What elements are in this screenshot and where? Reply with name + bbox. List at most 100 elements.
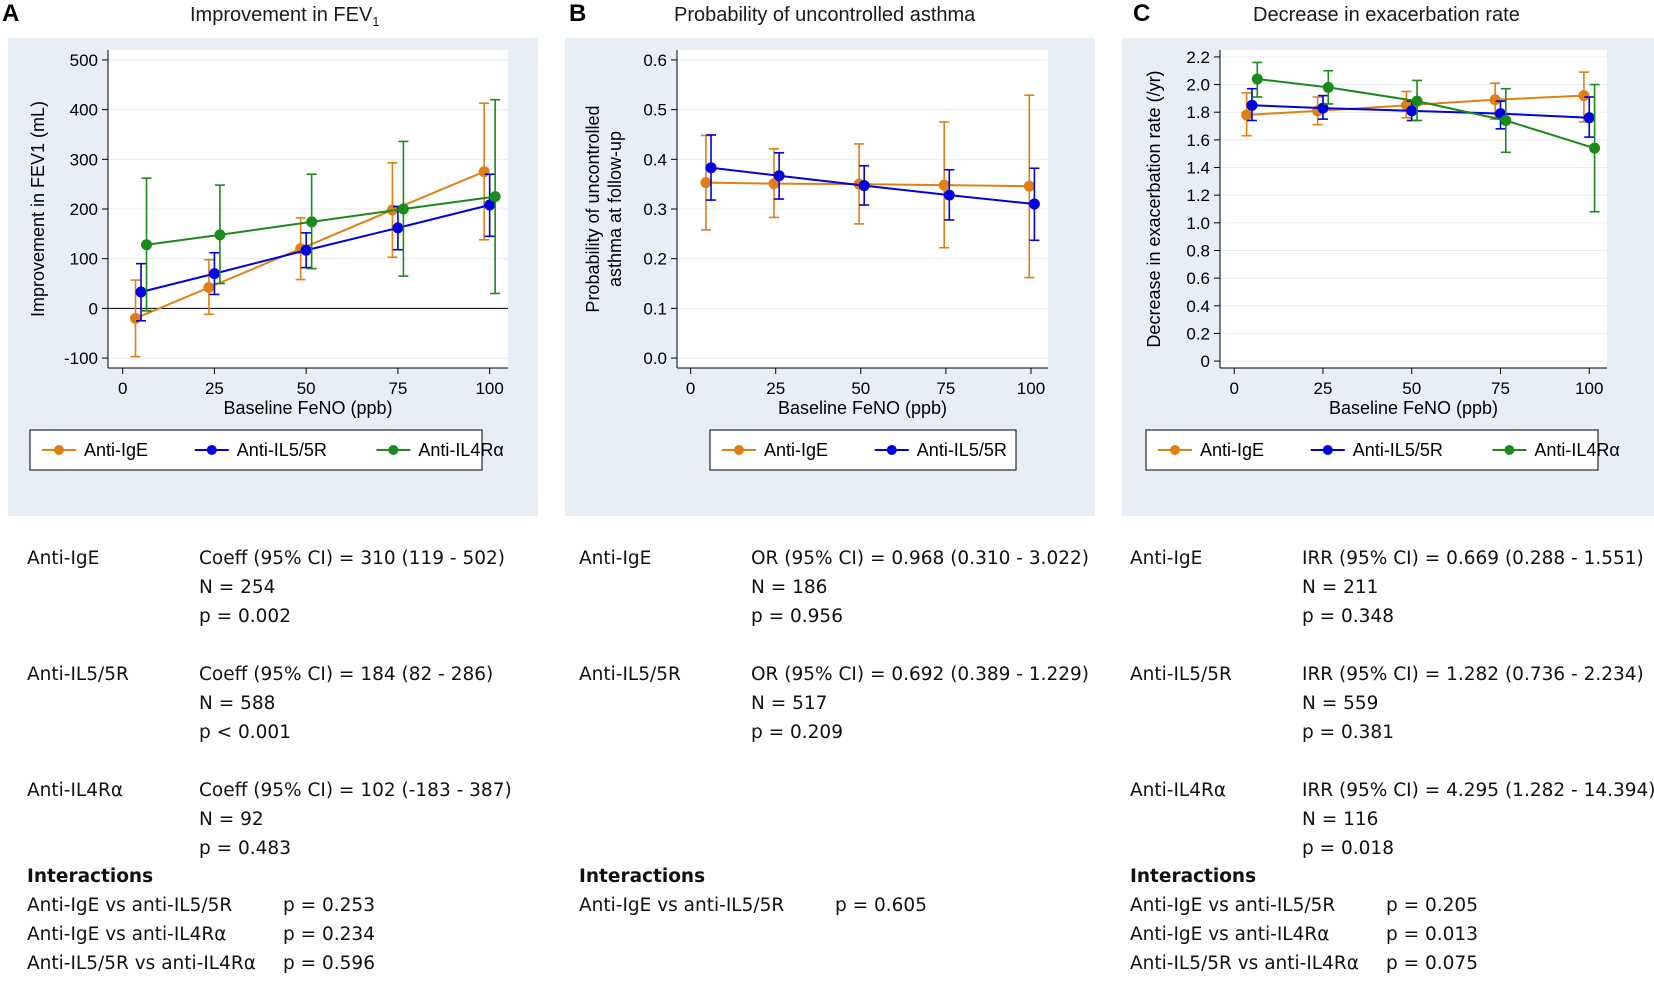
stats-line: IRR (95% CI) = 1.282 (0.736 - 2.234) (1302, 664, 1644, 685)
panel-letter: B (569, 0, 587, 27)
x-axis-label: Baseline FeNO (ppb) (1329, 398, 1498, 418)
legend-marker (54, 445, 64, 455)
interaction-label: Anti-IL5/5R vs anti-IL4Rα (27, 953, 256, 974)
data-point (705, 162, 717, 174)
data-point (1583, 112, 1595, 124)
x-tick-label: 25 (1314, 379, 1333, 398)
stats-drug-label: Anti-IL4Rα (1130, 780, 1227, 801)
legend-label: Anti-IL4Rα (1534, 440, 1619, 460)
stats-line: N = 254 (199, 577, 276, 598)
interaction-label: Anti-IL5/5R vs anti-IL4Rα (1130, 953, 1359, 974)
data-point (1028, 198, 1040, 210)
stats-block: Anti-IgE OR (95% CI) = 0.968 (0.310 - 3.… (579, 548, 1099, 916)
legend-label: Anti-IL4Rα (418, 440, 503, 460)
stats-line: N = 588 (199, 693, 276, 714)
x-tick-label: 75 (936, 379, 955, 398)
interactions-heading: Interactions (579, 866, 706, 887)
legend-label: Anti-IgE (764, 440, 828, 460)
panel-title: Improvement in FEV1 (190, 4, 380, 29)
x-tick-label: 75 (1491, 379, 1510, 398)
x-tick-label: 75 (388, 379, 407, 398)
chart-area: -100 0 100 200 300 400 500 0 25 50 75 100 Baseline F… (8, 38, 538, 516)
y-tick-label: 0.5 (643, 101, 667, 120)
stats-line: p = 0.348 (1302, 606, 1394, 627)
data-point (938, 179, 950, 191)
x-axis-label: Baseline FeNO (ppb) (223, 398, 392, 418)
y-tick-label: 2.2 (1186, 48, 1210, 67)
stats-line: N = 186 (751, 577, 828, 598)
data-point (208, 268, 220, 280)
data-point (397, 203, 409, 215)
interaction-label: Anti-IgE vs anti-IL4Rα (27, 924, 227, 945)
interaction-p-value: p = 0.253 (283, 895, 375, 916)
stats-line: Coeff (95% CI) = 184 (82 - 286) (199, 664, 494, 685)
y-tick-label: 1.0 (1186, 214, 1210, 233)
stats-line: p = 0.209 (751, 722, 843, 743)
interactions-heading: Interactions (1130, 866, 1257, 887)
data-point (1322, 81, 1334, 93)
legend-marker (388, 445, 399, 455)
y-tick-label: 0.3 (643, 200, 667, 219)
data-point (1500, 115, 1512, 127)
interaction-label: Anti-IgE vs anti-IL5/5R (1130, 895, 1336, 916)
y-tick-label: 0.1 (643, 299, 667, 318)
stats-line: N = 116 (1302, 809, 1379, 830)
y-tick-label: 1.6 (1186, 131, 1210, 150)
y-tick-label: 1.8 (1186, 103, 1210, 122)
legend-marker (1504, 445, 1515, 455)
stats-line: Coeff (95% CI) = 102 (-183 - 387) (199, 780, 512, 801)
panel-title-text: Probability of uncontrolled asthma (674, 4, 976, 26)
data-point (1317, 102, 1329, 114)
y-tick-label: 0.2 (1186, 324, 1210, 343)
x-tick-label: 0 (1229, 379, 1238, 398)
interactions-heading: Interactions (27, 866, 154, 887)
legend-marker (206, 445, 217, 455)
data-point (1406, 105, 1418, 117)
x-tick-label: 0 (686, 379, 695, 398)
legend-marker (886, 445, 897, 455)
interaction-p-value: p = 0.075 (1386, 953, 1478, 974)
legend-marker (734, 445, 744, 455)
legend-marker (1170, 445, 1180, 455)
stats-block: Anti-IgE IRR (95% CI) = 0.669 (0.288 - 1… (1130, 548, 1654, 974)
panel-b: B Probability of uncontrolled asthma 0.0… (564, 0, 1095, 985)
data-point (1411, 95, 1423, 107)
stats-line: N = 92 (199, 809, 264, 830)
legend-label: Anti-IgE (1200, 440, 1264, 460)
x-tick-label: 100 (475, 379, 503, 398)
x-tick-label: 50 (297, 379, 316, 398)
y-tick-label: 0 (1201, 352, 1210, 371)
data-point (943, 189, 955, 201)
x-tick-label: 25 (205, 379, 224, 398)
y-tick-label: 0.0 (643, 349, 667, 368)
stats-drug-label: Anti-IgE (579, 548, 652, 569)
stats-line: p = 0.381 (1302, 722, 1394, 743)
y-tick-label: 2.0 (1186, 76, 1210, 95)
chart-area: 0.0 0.1 0.2 0.3 0.4 0.5 0.6 0 25 50 75 100 Baseline … (565, 38, 1095, 516)
data-point (1251, 73, 1263, 85)
legend-label: Anti-IgE (84, 440, 148, 460)
legend-label: Anti-IL5/5R (917, 440, 1007, 460)
x-tick-label: 100 (1017, 379, 1045, 398)
panel-title: Probability of uncontrolled asthma (674, 4, 975, 27)
stats-line: OR (95% CI) = 0.968 (0.310 - 3.022) (751, 548, 1090, 569)
stats-drug-label: Anti-IgE (1130, 548, 1203, 569)
legend-marker (1322, 445, 1333, 455)
data-point (392, 222, 404, 234)
chart-svg: 0.0 0.1 0.2 0.3 0.4 0.5 0.6 0 25 50 75 100 Baseline … (583, 50, 1048, 471)
panel-c: C Decrease in exacerbation rate 0 0.2 0.4 0… (1121, 0, 1654, 985)
interaction-p-value: p = 0.013 (1386, 924, 1478, 945)
data-point (1589, 142, 1601, 154)
data-point (478, 166, 490, 178)
panel-letter: C (1133, 0, 1151, 27)
y-axis-label: Probability of uncontrolled (583, 105, 603, 312)
interaction-label: Anti-IgE vs anti-IL4Rα (1130, 924, 1330, 945)
data-point (1241, 109, 1253, 121)
panel-letter: A (2, 0, 20, 27)
y-tick-label: 300 (70, 150, 98, 169)
x-axis-label: Baseline FeNO (ppb) (778, 398, 947, 418)
data-point (135, 286, 147, 298)
panel-title: Decrease in exacerbation rate (1253, 4, 1520, 27)
data-point (1489, 94, 1501, 106)
stats-line: OR (95% CI) = 0.692 (0.389 - 1.229) (751, 664, 1090, 685)
